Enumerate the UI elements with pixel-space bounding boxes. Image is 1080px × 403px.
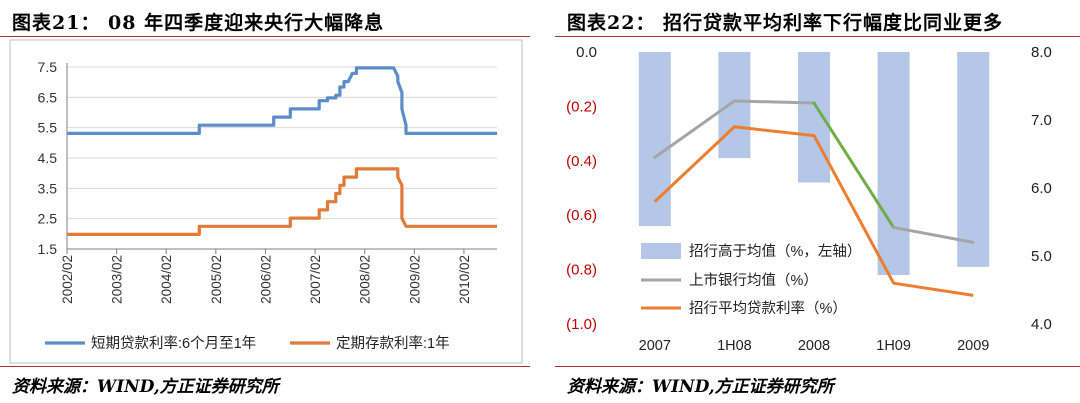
x-tick-label: 2009/02	[407, 255, 422, 304]
legend-label: 招行平均贷款利率（%）	[689, 300, 847, 317]
bar	[798, 52, 830, 183]
legend-swatch	[641, 243, 681, 259]
source-divider	[555, 366, 1080, 367]
right-y-tick-label: 6.0	[1031, 180, 1052, 197]
y-tick-label: 4.5	[38, 150, 58, 166]
series-line	[67, 66, 497, 135]
chart-panel-left: 图表21： 08 年四季度迎来央行大幅降息 1.5 2.5 3.5 4.5 5.5 6.5…	[0, 0, 530, 403]
industry-line-segment	[812, 101, 896, 229]
x-tick-label: 2004/02	[159, 255, 174, 304]
right-y-tick-label: 5.0	[1031, 248, 1052, 265]
industry-line-segment	[892, 225, 975, 244]
rate-line-chart: 1.5 2.5 3.5 4.5 5.5 6.5 7.5 2002/02 2003/02 2004/…	[9, 39, 523, 364]
bar	[718, 52, 751, 159]
bar	[957, 52, 990, 267]
plot-frame	[9, 39, 523, 364]
left-y-tick-label: (0.2)	[566, 98, 597, 115]
x-tick-label: 2006/02	[258, 255, 273, 304]
x-tick-label: 1H08	[717, 338, 752, 354]
x-tick-label: 2008/02	[358, 255, 373, 304]
chart-panel-right: 图表22： 招行贷款平均利率下行幅度比同业更多 0.0 (0.2) (0.4) (0.…	[555, 0, 1080, 403]
legend-label: 定期存款利率:1年	[336, 335, 450, 352]
left-y-tick-label: (0.8)	[566, 262, 597, 279]
bar	[877, 52, 910, 276]
legend-label: 招行高于均值（%，左轴）	[689, 243, 861, 260]
y-tick-label: 5.5	[38, 120, 58, 136]
source-note: 资料来源：WIND,方正证券研究所	[567, 377, 834, 397]
left-y-tick-label: 0.0	[576, 44, 597, 61]
x-tick-label: 2007/02	[308, 255, 323, 304]
left-y-tick-label: (0.6)	[566, 207, 597, 224]
x-tick-label: 2009	[957, 338, 989, 354]
x-tick-label: 2005/02	[209, 255, 224, 304]
right-y-tick-label: 8.0	[1031, 44, 1052, 61]
chart-title: 图表21： 08 年四季度迎来央行大幅降息	[12, 12, 385, 34]
industry-line-segment	[732, 99, 816, 105]
chart-title: 图表22： 招行贷款平均利率下行幅度比同业更多	[567, 12, 1004, 34]
x-tick-label: 2010/02	[457, 255, 472, 304]
loan-rate-combo-chart: 0.0 (0.2) (0.4) (0.6) (0.8) (1.0) 8.0 7.0 6.0 5.0…	[566, 44, 1052, 354]
title-divider	[0, 36, 530, 37]
y-tick-label: 3.5	[38, 180, 58, 196]
source-note: 资料来源：WIND,方正证券研究所	[12, 377, 279, 397]
bar	[638, 52, 671, 227]
cmb-rate-line	[653, 125, 974, 297]
title-divider	[555, 36, 1080, 37]
x-tick-label: 2003/02	[110, 255, 125, 304]
y-tick-label: 7.5	[38, 59, 58, 75]
y-tick-label: 1.5	[38, 241, 58, 257]
x-tick-label: 1H09	[876, 338, 911, 354]
x-tick-label: 2008	[798, 338, 830, 354]
legend-label: 上市银行均值（%）	[689, 272, 818, 289]
right-y-tick-label: 4.0	[1031, 316, 1052, 333]
y-tick-label: 2.5	[38, 211, 58, 227]
left-y-tick-label: (0.4)	[566, 153, 597, 170]
x-tick-label: 2002/02	[60, 255, 75, 304]
industry-line-segment	[653, 99, 736, 159]
y-tick-label: 6.5	[38, 89, 58, 105]
left-y-tick-label: (1.0)	[566, 316, 597, 333]
x-tick-label: 2007	[639, 338, 671, 354]
legend-label: 短期贷款利率:6个月至1年	[91, 335, 256, 352]
series-line	[67, 167, 497, 236]
right-y-tick-label: 7.0	[1031, 112, 1052, 129]
source-divider	[0, 366, 530, 367]
